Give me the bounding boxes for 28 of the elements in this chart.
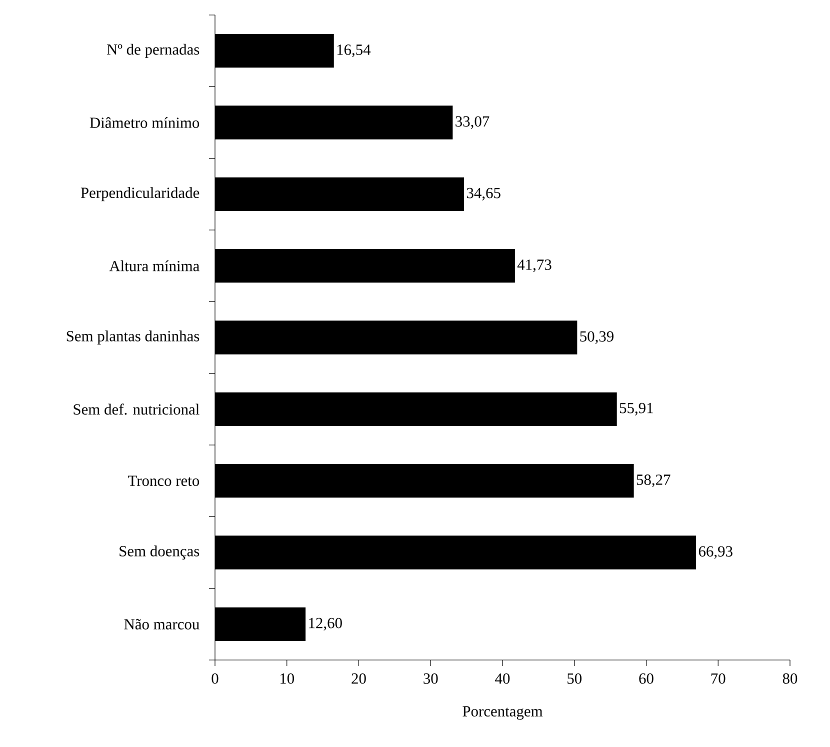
- data-label: 41,73: [517, 260, 552, 272]
- y-tick-label: Tronco reto: [128, 476, 200, 486]
- data-label: 12,60: [309, 618, 342, 630]
- x-tick-label: 80: [782, 673, 798, 684]
- x-tick-label: 60: [639, 673, 654, 684]
- x-tick-label: 40: [495, 673, 510, 684]
- data-label: 33,07: [456, 116, 490, 129]
- x-axis-title: Porcentagem: [462, 706, 543, 720]
- x-tick-label: 10: [280, 673, 294, 684]
- data-label: 55,91: [620, 402, 653, 416]
- y-tick-label: Diâmetro mínimo: [90, 117, 200, 128]
- y-tick-label: Altura mínima: [109, 260, 200, 272]
- data-label: 34,65: [466, 188, 500, 200]
- x-tick-label: 20: [352, 673, 366, 684]
- data-label: 50,39: [580, 331, 614, 344]
- y-tick-label: Nº de pernadas: [106, 44, 200, 58]
- data-label: 16,54: [337, 44, 371, 58]
- data-label: 58,27: [636, 474, 670, 488]
- y-tick-label: Perpendicularidade: [80, 187, 200, 202]
- y-tick-label: Sem def. nutricional: [74, 404, 200, 415]
- data-label: 66,93: [698, 546, 732, 559]
- y-tick-label: Não marcou: [124, 618, 200, 630]
- y-tick-label: Sem doenças: [120, 546, 200, 560]
- y-tick-label: Sem plantas daninhas: [66, 330, 200, 345]
- x-tick-label: 70: [711, 673, 726, 684]
- x-tick-label: 50: [568, 673, 582, 684]
- x-tick-label: 0: [212, 673, 218, 684]
- x-tick-label: 30: [424, 673, 438, 684]
